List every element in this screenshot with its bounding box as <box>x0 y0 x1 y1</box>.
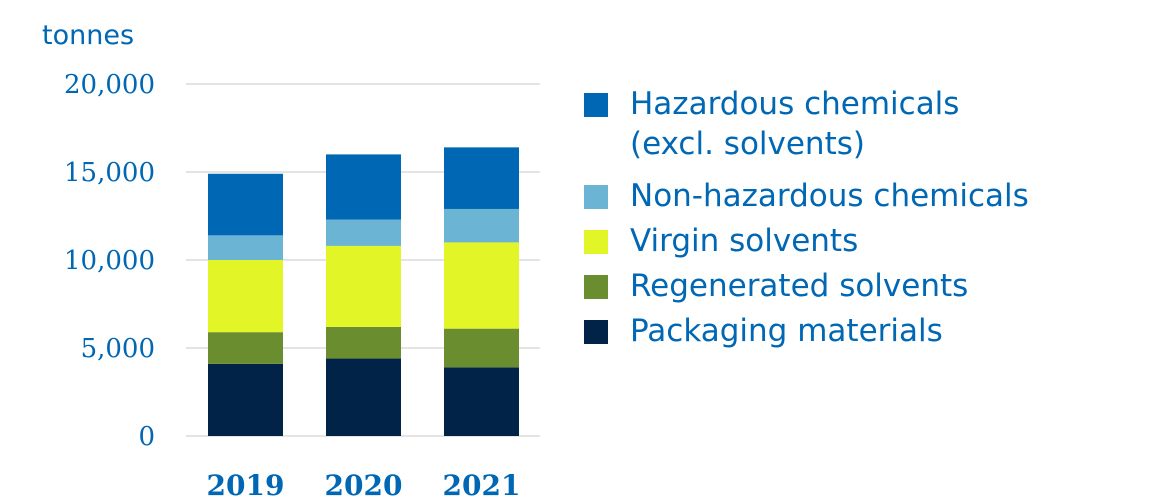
bar-segment <box>208 363 283 436</box>
y-tick-labels: 0 5,000 10,000 15,000 20,000 <box>64 70 155 452</box>
legend-swatch <box>584 93 608 117</box>
x-tick-label: 2019 <box>207 469 285 502</box>
legend-label: Virgin solvents <box>630 223 859 259</box>
bar-segment <box>444 328 519 368</box>
bar-segment <box>444 242 519 329</box>
legend-swatch <box>584 185 608 209</box>
y-tick-label: 15,000 <box>64 158 155 188</box>
bar-segment <box>208 332 283 364</box>
bar-segment <box>326 219 401 246</box>
legend-label: Non-hazardous chemicals <box>630 178 1029 214</box>
legend-item: Non-hazardous chemicals <box>584 176 1029 221</box>
bar-segment <box>444 208 519 243</box>
legend-item: Hazardous chemicals (excl. solvents) <box>584 84 1029 176</box>
bar-segment <box>326 358 401 436</box>
bar-segment <box>326 326 401 359</box>
legend-label: Hazardous chemicals (excl. solvents) <box>630 86 960 162</box>
legend-label: Regenerated solvents <box>630 268 969 304</box>
legend-swatch <box>584 230 608 254</box>
y-tick-label: 5,000 <box>81 334 155 364</box>
bar-segment <box>208 173 283 236</box>
x-tick-label: 2021 <box>443 469 521 502</box>
bar-segment <box>326 154 401 220</box>
y-tick-label: 0 <box>138 422 155 452</box>
legend-label: Packaging materials <box>630 313 943 349</box>
bar-segment <box>444 147 519 209</box>
stacked-bar-chart: tonnes 0 5,000 10,000 15,000 20,000 2019 2020… <box>42 20 540 502</box>
legend-item: Packaging materials <box>584 311 1029 356</box>
legend-swatch <box>584 275 608 299</box>
bar-segment <box>208 235 283 260</box>
bar-segment <box>444 367 519 436</box>
x-tick-label: 2020 <box>325 469 403 502</box>
y-axis-unit-label: tonnes <box>42 20 134 51</box>
bars <box>208 147 519 436</box>
bar-segment <box>326 245 401 327</box>
x-tick-labels: 2019 2020 2021 <box>207 469 521 502</box>
y-tick-label: 20,000 <box>64 70 155 100</box>
y-tick-label: 10,000 <box>64 246 155 276</box>
legend-item: Virgin solvents <box>584 221 1029 266</box>
bar-segment <box>208 260 283 333</box>
legend-item: Regenerated solvents <box>584 266 1029 311</box>
legend: Hazardous chemicals (excl. solvents) Non-… <box>584 84 1029 356</box>
legend-swatch <box>584 320 608 344</box>
